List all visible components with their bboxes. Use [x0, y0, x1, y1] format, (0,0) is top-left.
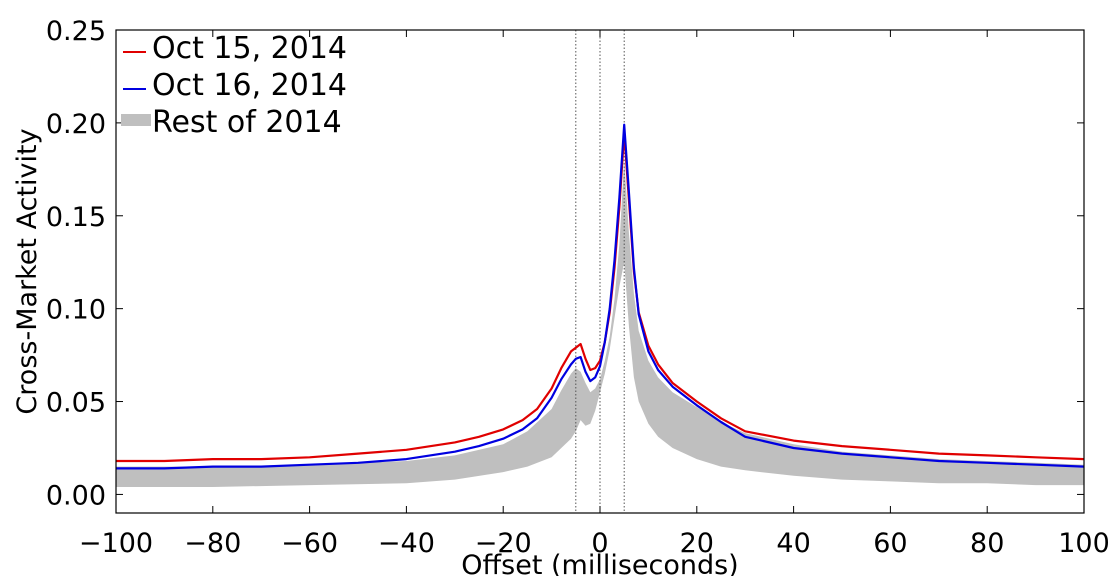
legend-swatch-band	[121, 114, 151, 126]
legend-label: Rest of 2014	[152, 105, 342, 140]
x-tick-label: 40	[776, 528, 810, 559]
vline-layer	[575, 30, 625, 513]
x-tick-label: −100	[79, 528, 153, 559]
x-tick-label: 60	[873, 528, 907, 559]
x-tick-label: −20	[475, 528, 532, 559]
tick-layer: −100 −80 −60 −40 −20 0 20 40 60 80 100 0.00 0.05 0.10…	[46, 16, 1110, 559]
legend-label: Oct 16, 2014	[152, 68, 347, 103]
x-tick-label: 0	[591, 528, 608, 559]
series-layer	[116, 123, 1085, 470]
x-tick-label: −80	[184, 528, 241, 559]
y-tick-label: 0.10	[46, 295, 106, 326]
x-tick-label: 80	[970, 528, 1004, 559]
y-tick-label: 0.25	[46, 16, 106, 47]
y-axis-label: Cross-Market Activity	[12, 128, 43, 414]
y-tick-label: 0.00	[46, 480, 106, 511]
y-tick-label: 0.20	[46, 109, 106, 140]
x-tick-label: 20	[680, 528, 714, 559]
x-axis-label: Offset (milliseconds)	[461, 550, 738, 576]
y-tick-label: 0.15	[46, 202, 106, 233]
legend-label: Oct 15, 2014	[152, 31, 347, 66]
y-tick-label: 0.05	[46, 388, 106, 419]
x-tick-label: −40	[378, 528, 435, 559]
series-line-2	[116, 123, 1085, 470]
x-tick-label: 100	[1058, 528, 1110, 559]
x-tick-label: −60	[281, 528, 338, 559]
